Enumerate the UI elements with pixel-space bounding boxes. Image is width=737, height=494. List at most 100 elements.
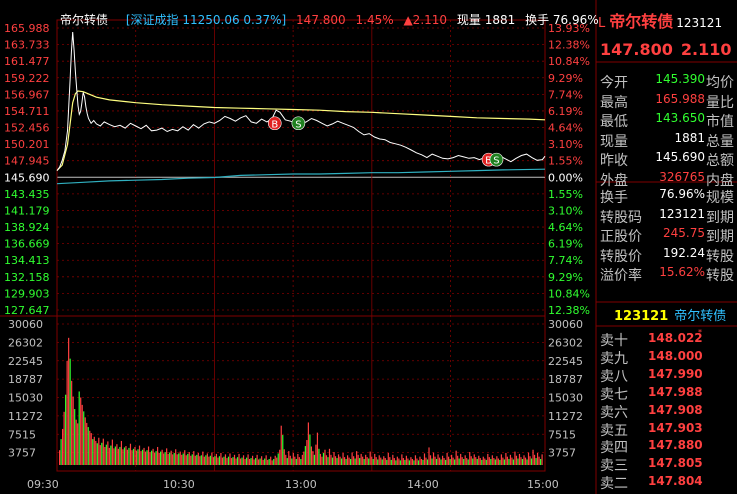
volume-bar xyxy=(166,448,168,465)
ask-price: 147.805 xyxy=(648,456,703,471)
ask-row[interactable]: 卖五 147.903 xyxy=(600,420,737,439)
volume-bar xyxy=(479,458,481,465)
volume-bar xyxy=(158,452,160,465)
volume-bar xyxy=(434,456,436,465)
ask-price: 148.000 xyxy=(648,348,703,363)
volume-bar xyxy=(306,440,308,465)
ask-row[interactable]: 卖三 147.805 xyxy=(600,455,737,474)
bond-info-label: 转股价 xyxy=(600,248,642,265)
volume-bar xyxy=(301,454,303,465)
volume-bar xyxy=(268,458,270,465)
volume-bar xyxy=(208,456,210,465)
ask-row[interactable]: 卖六 147.908 xyxy=(600,402,737,421)
volume-bar xyxy=(83,411,85,465)
volume-bar xyxy=(155,451,157,465)
price-tick-label: 159.222 xyxy=(4,72,50,85)
ask-row[interactable]: 卖七 147.988 xyxy=(600,384,737,403)
volume-bar xyxy=(304,446,306,465)
volume-bar xyxy=(110,445,112,465)
volume-bar xyxy=(322,452,325,465)
ask-row[interactable]: 卖十 148.022 * xyxy=(600,328,737,349)
volume-bar xyxy=(215,453,218,465)
volume-bar xyxy=(132,448,135,465)
volume-bar xyxy=(377,459,379,465)
volume-bar xyxy=(313,454,316,465)
volume-bar xyxy=(515,455,518,465)
volume-bar xyxy=(368,458,370,465)
ask-row[interactable]: 卖二 147.804 xyxy=(600,473,737,492)
quote-value: 326765 xyxy=(659,170,705,184)
quote-row: 外盘 326765 内盘 xyxy=(600,170,737,190)
level-marker: L xyxy=(598,16,606,31)
volume-bar xyxy=(279,449,281,465)
volume-bar xyxy=(366,457,368,465)
volume-bar xyxy=(164,452,166,465)
volume-bar xyxy=(218,456,221,465)
volume-bar xyxy=(282,434,284,465)
volume-bar xyxy=(90,433,92,465)
volume-bar xyxy=(488,457,490,465)
volume-bar xyxy=(65,394,67,465)
header-volume: 现量 1881 xyxy=(456,13,516,27)
volume-bar xyxy=(371,456,373,465)
quote-label-2: 市值 xyxy=(706,114,734,131)
volume-bar xyxy=(307,422,309,465)
volume-bar xyxy=(429,455,432,465)
ask-row[interactable]: 卖四 147.880 xyxy=(600,437,737,456)
volume-bar xyxy=(262,459,264,465)
pct-tick-label: 1.55% xyxy=(548,188,583,201)
ask-row[interactable]: 卖九 148.000 xyxy=(600,348,737,367)
index-quote[interactable]: [深证成指 11250.06 0.37%] xyxy=(125,13,287,27)
quote-value: 145.390 xyxy=(655,72,705,86)
pct-tick-label: 6.19% xyxy=(548,238,583,251)
volume-bar xyxy=(469,452,471,465)
volume-bar xyxy=(255,458,257,465)
volume-bar xyxy=(509,454,512,465)
chart-frame xyxy=(56,19,546,472)
volume-bar xyxy=(295,458,297,465)
volume-bar xyxy=(203,456,205,465)
volume-bar xyxy=(356,451,358,465)
volume-bar xyxy=(493,458,495,465)
volume-bar xyxy=(196,454,198,465)
volume-bar xyxy=(256,454,258,465)
volume-bar xyxy=(187,453,189,465)
volume-bar xyxy=(533,454,536,465)
volume-bar xyxy=(451,454,453,465)
pct-tick-label: 10.84% xyxy=(548,55,590,68)
volume-bar xyxy=(137,449,139,465)
price-tick-label: 161.477 xyxy=(4,55,50,68)
volume-bar xyxy=(87,427,89,465)
volume-tick-label-right: 11272 xyxy=(548,410,583,423)
volume-bar xyxy=(428,447,430,465)
quote-label: 最低 xyxy=(600,114,628,131)
volume-bar xyxy=(343,457,346,465)
price-tick-label: 150.201 xyxy=(4,138,50,151)
volume-bar xyxy=(411,458,414,465)
volume-bar xyxy=(59,450,61,465)
volume-bar xyxy=(334,456,337,465)
ask-row[interactable]: 卖八 147.990 xyxy=(600,366,737,385)
volume-bar xyxy=(92,439,94,465)
volume-bar xyxy=(340,458,343,465)
volume-bar xyxy=(120,440,123,465)
volume-bar xyxy=(339,456,341,465)
volume-bar xyxy=(527,452,530,465)
volume-bar xyxy=(259,458,261,465)
volume-bar xyxy=(487,453,489,465)
quote-label: 现量 xyxy=(600,133,628,150)
volume-bar xyxy=(464,455,466,465)
volume-bar xyxy=(357,454,359,465)
volume-bar xyxy=(383,456,385,465)
volume-bar xyxy=(401,454,403,465)
pct-tick-label: 9.29% xyxy=(548,271,583,284)
quote-value: 165.988 xyxy=(655,91,705,106)
volume-bar xyxy=(188,452,190,465)
volume-bar xyxy=(472,458,474,465)
volume-bar xyxy=(372,458,374,465)
volume-tick-label-right: 15030 xyxy=(548,392,583,405)
quote-value: 143.650 xyxy=(655,111,705,126)
volume-bar xyxy=(221,457,224,465)
volume-bar xyxy=(167,453,169,465)
